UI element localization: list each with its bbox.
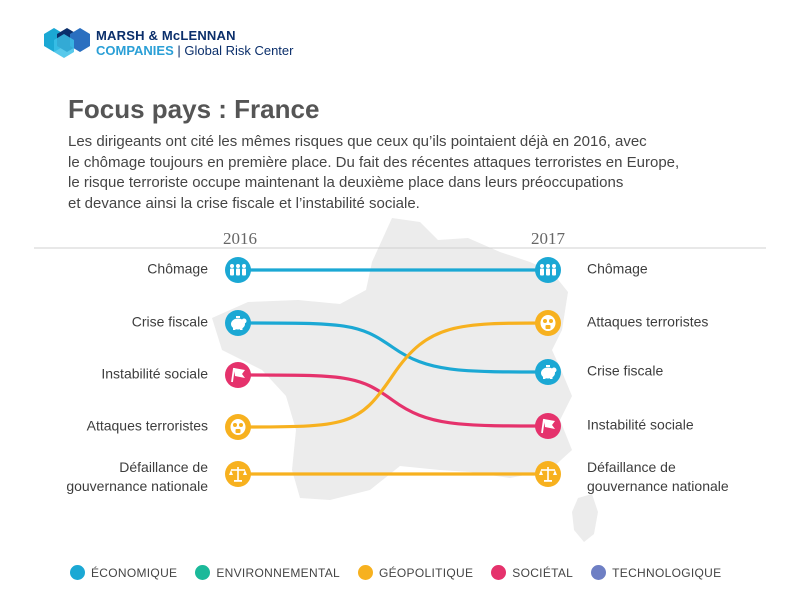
legend-label: GÉOPOLITIQUE bbox=[378, 565, 474, 580]
series-marker-left bbox=[225, 461, 251, 487]
brand-logo: MARSH & McLENNAN COMPANIES | Global Risk… bbox=[44, 28, 293, 58]
brand-companies: COMPANIES bbox=[96, 43, 174, 58]
legend-swatch bbox=[195, 565, 211, 580]
chart-legend: ÉCONOMIQUE ENVIRONNEMENTAL GÉOPOLITIQUE SOC… bbox=[70, 565, 739, 580]
risk-label-2017: Instabilité sociale bbox=[587, 417, 694, 433]
legend-item-societal: SOCIÉTAL bbox=[491, 565, 573, 580]
page-title: Focus pays : France bbox=[68, 94, 320, 124]
legend-swatch bbox=[70, 565, 85, 580]
subtitle-line: le chômage toujours en première place. D… bbox=[68, 153, 680, 171]
series-marker-right bbox=[535, 257, 561, 283]
legend-swatch bbox=[591, 565, 607, 580]
series-line bbox=[236, 321, 550, 429]
risk-label-2017: Chômage bbox=[587, 261, 648, 277]
legend-item-technologique: TECHNOLOGIQUE bbox=[591, 565, 721, 580]
series-line bbox=[236, 321, 550, 374]
brand-name: MARSH & McLENNAN bbox=[96, 28, 236, 43]
series-marker-right bbox=[535, 359, 561, 385]
series-marker-right bbox=[535, 413, 561, 439]
brand-subline: COMPANIES | Global Risk Center bbox=[96, 43, 293, 58]
series-marker-right bbox=[535, 310, 561, 336]
legend-swatch bbox=[357, 565, 373, 580]
brand-center: Global Risk Center bbox=[184, 43, 294, 58]
risk-label-2016: Instabilité sociale bbox=[101, 366, 208, 382]
risk-label-2017: Crise fiscale bbox=[587, 363, 663, 379]
risk-label-2017: Attaques terroristes bbox=[587, 314, 708, 330]
legend-item-geopolitique: GÉOPOLITIQUE bbox=[357, 565, 474, 580]
corsica-silhouette bbox=[572, 494, 598, 542]
legend-item-economique: ÉCONOMIQUE bbox=[70, 565, 177, 580]
subtitle-line: Les dirigeants ont cité les mêmes risque… bbox=[68, 133, 647, 150]
risk-label-2016: Défaillance de gouvernance nationale bbox=[66, 459, 208, 494]
series-line bbox=[236, 373, 550, 428]
legend-label: SOCIÉTAL bbox=[512, 565, 574, 580]
year-2016-label: 2016 bbox=[223, 229, 257, 248]
series-marker-left bbox=[225, 414, 251, 440]
brand-separator: | bbox=[173, 43, 185, 58]
brand-mark-icon bbox=[44, 28, 90, 58]
subtitle-line: le risque terroriste occupe maintenant l… bbox=[68, 174, 624, 191]
risk-label-2016: Crise fiscale bbox=[132, 314, 208, 330]
series-marker-right bbox=[535, 461, 561, 487]
subtitle-line: et devance ainsi la crise fiscale et l’i… bbox=[68, 194, 420, 212]
year-2017-label: 2017 bbox=[531, 229, 566, 248]
legend-label: ENVIRONNEMENTAL bbox=[216, 565, 340, 580]
legend-label: ÉCONOMIQUE bbox=[91, 565, 178, 580]
series-marker-left bbox=[225, 257, 251, 283]
series-marker-left bbox=[225, 362, 251, 388]
page-subtitle: Les dirigeants ont cité les mêmes risque… bbox=[68, 132, 768, 214]
risk-label-2016: Chômage bbox=[147, 261, 208, 277]
legend-swatch bbox=[491, 565, 507, 580]
legend-label: TECHNOLOGIQUE bbox=[612, 565, 722, 580]
series-marker-left bbox=[225, 310, 251, 336]
legend-item-environnemental: ENVIRONNEMENTAL bbox=[195, 565, 340, 580]
risk-label-2016: Attaques terroristes bbox=[87, 418, 208, 434]
risk-label-2017: Défaillance de gouvernance nationale bbox=[587, 459, 729, 494]
rank-chart: 2016 2017 Chômage Chômage Crise fiscale Cri… bbox=[34, 218, 766, 542]
france-map-silhouette bbox=[212, 218, 572, 500]
